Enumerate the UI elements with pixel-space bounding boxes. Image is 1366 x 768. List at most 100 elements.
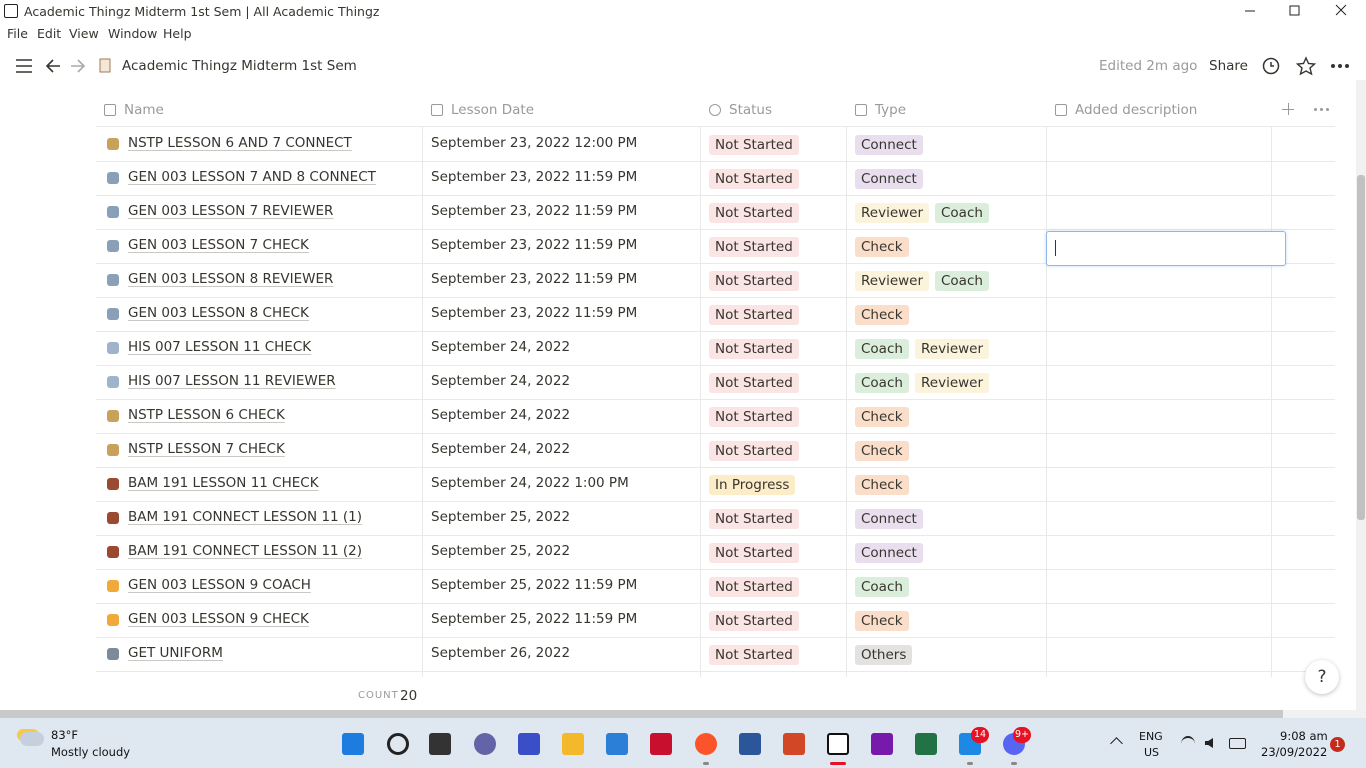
row-border [96,671,1335,672]
row-border [96,569,1335,570]
row-name[interactable]: GEN 003 LESSON 9 CHECK [128,611,309,627]
h-scroll-thumb[interactable] [0,710,1283,718]
taskbar-search[interactable] [387,733,409,755]
row-border [96,161,1335,162]
menu-item[interactable]: Edit [37,26,62,41]
lang[interactable]: ENG [1139,730,1163,743]
menu-item[interactable]: File [7,26,28,41]
taskbar-notion[interactable] [827,733,849,755]
row-border [96,331,1335,332]
row-date: September 24, 2022 [431,339,571,355]
row-icon [107,274,119,286]
taskbar-start[interactable] [342,733,364,755]
close[interactable] [1335,4,1347,16]
status-tag: Not Started [709,203,799,223]
share-button[interactable]: Share [1209,58,1248,74]
row-name[interactable]: NSTP LESSON 6 CHECK [128,407,285,423]
taskbar-mcafee[interactable] [650,733,672,755]
row-icon [107,512,119,524]
row-name[interactable]: GEN 003 LESSON 8 CHECK [128,305,309,321]
page-title[interactable]: Academic Thingz Midterm 1st Sem [122,58,357,74]
forward[interactable] [71,59,86,73]
row-name[interactable]: NSTP LESSON 6 AND 7 CONNECT [128,135,352,151]
battery-icon[interactable] [1229,738,1246,749]
row-name[interactable]: GEN 003 LESSON 7 REVIEWER [128,203,334,219]
column-header[interactable]: Status [729,102,773,118]
weather-temp[interactable]: 83°F [51,728,78,742]
wifi-icon[interactable] [1181,736,1195,752]
row-name[interactable]: GEN 003 LESSON 7 AND 8 CONNECT [128,169,376,185]
status-tag: Not Started [709,645,799,665]
taskbar-onenote[interactable] [871,733,893,755]
column-header[interactable]: Type [875,102,907,118]
clock-date[interactable]: 23/09/2022 [1261,745,1328,759]
running-indicator [967,762,973,765]
taskbar-powerpoint[interactable] [783,733,805,755]
menu-item[interactable]: View [69,26,99,41]
row-icon [107,444,119,456]
window-controls[interactable] [1230,0,1366,24]
type-tag: Coach [855,373,909,393]
row-name[interactable]: BAM 191 CONNECT LESSON 11 (1) [128,509,363,525]
row-border [96,195,1335,196]
menu-item[interactable]: Window [108,26,158,41]
column-menu-dot[interactable] [1326,108,1329,111]
column-header[interactable]: Added description [1075,102,1198,118]
column-menu-dot[interactable] [1320,108,1323,111]
row-icon [107,240,119,252]
row-date: September 23, 2022 12:00 PM [431,135,638,151]
volume-icon[interactable] [1205,738,1213,748]
row-name[interactable]: GEN 003 LESSON 8 REVIEWER [128,271,334,287]
taskbar-excel[interactable] [915,733,937,755]
row-name[interactable]: BAM 191 CONNECT LESSON 11 (2) [128,543,363,559]
column-icon [431,104,443,116]
status-tag: Not Started [709,305,799,325]
back[interactable] [45,59,60,73]
taskbar-store[interactable] [606,733,628,755]
selected-cell[interactable] [1046,231,1286,266]
row-date: September 24, 2022 [431,441,571,457]
taskbar-app[interactable] [518,733,540,755]
weather-desc[interactable]: Mostly cloudy [51,745,131,759]
row-name[interactable]: GEN 003 LESSON 9 COACH [128,577,311,593]
taskbar-explorer[interactable] [562,733,584,755]
type-tag: Others [855,645,913,665]
status-tag: Not Started [709,441,799,461]
row-icon [107,614,119,626]
type-tag: Reviewer [915,339,990,359]
favorite[interactable] [1295,56,1317,76]
help-button[interactable]: ? [1305,660,1339,694]
row-name[interactable]: GEN 003 LESSON 7 CHECK [128,237,309,253]
more[interactable] [1331,64,1349,68]
status-tag: Not Started [709,271,799,291]
restore[interactable] [1289,5,1300,16]
taskbar-brave[interactable] [695,733,717,755]
count-value: 20 [400,688,418,704]
app-badge: 9+ [1013,727,1032,743]
updates[interactable] [1262,57,1280,75]
tray-chevron[interactable] [1110,737,1123,750]
taskbar-word[interactable] [739,733,761,755]
row-name[interactable]: NSTP LESSON 7 CHECK [128,441,285,457]
add-column-v[interactable] [1287,103,1289,115]
clock-time[interactable]: 9:08 am [1280,729,1328,743]
taskbar-task-view[interactable] [429,733,451,755]
sidebar-toggle[interactable] [16,59,32,73]
status-tag: Not Started [709,407,799,427]
v-scroll-thumb[interactable] [1357,175,1365,520]
weather-icon [20,732,44,746]
notification-badge[interactable]: 1 [1330,737,1345,752]
row-name[interactable]: HIS 007 LESSON 11 CHECK [128,339,312,355]
row-border [96,501,1335,502]
column-header[interactable]: Lesson Date [451,102,535,118]
column-menu-dot[interactable] [1314,108,1317,111]
column-border [700,127,701,677]
region[interactable]: US [1144,746,1160,759]
row-name[interactable]: HIS 007 LESSON 11 REVIEWER [128,373,336,389]
menu-item[interactable]: Help [163,26,192,41]
taskbar-teams[interactable] [474,733,496,755]
row-border [96,399,1335,400]
column-header[interactable]: Name [124,102,164,118]
row-name[interactable]: GET UNIFORM [128,645,223,661]
row-name[interactable]: BAM 191 LESSON 11 CHECK [128,475,319,491]
